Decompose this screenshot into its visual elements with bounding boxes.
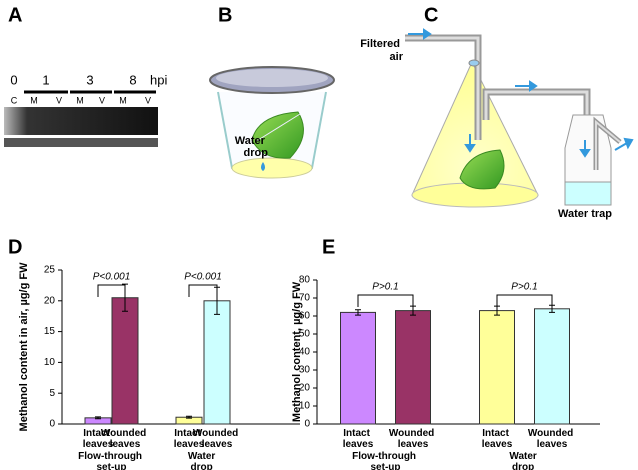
- x-tick-label: Intact leaves: [83, 428, 114, 450]
- panel-letter: D: [8, 236, 22, 258]
- lane-label: V: [145, 95, 151, 105]
- significance-bracket: [357, 294, 414, 307]
- trap-label: Water trap: [558, 208, 612, 220]
- significance-bracket: [97, 284, 126, 297]
- error-bar: [355, 309, 361, 316]
- timepoint-label: 1: [42, 72, 49, 87]
- significance-label: P<0.001: [93, 272, 131, 283]
- lane-label: M: [76, 95, 84, 105]
- panel-letter: C: [424, 4, 438, 26]
- y-tick-label: 10: [299, 401, 311, 412]
- group-label: Flow-through set-up: [78, 451, 145, 470]
- lane-label: C: [11, 95, 18, 105]
- y-tick-label: 30: [299, 365, 311, 376]
- time-unit: hpi: [150, 72, 167, 87]
- bar: [203, 300, 231, 425]
- dish: [209, 66, 335, 179]
- y-tick-label: 60: [299, 311, 311, 322]
- x-tick-label: Wounded leaves: [389, 428, 437, 450]
- error-bar: [95, 416, 101, 420]
- y-tick-label: 50: [299, 329, 311, 340]
- lane-label: M: [30, 95, 38, 105]
- y-tick-label: 40: [299, 347, 311, 358]
- bar: [340, 311, 376, 425]
- timepoint-label: 8: [129, 72, 136, 87]
- group-label: Flow-through set-up: [352, 451, 419, 470]
- y-tick-label: 15: [44, 326, 56, 337]
- group-label: Water drop set-up: [188, 451, 218, 470]
- bar: [111, 297, 139, 425]
- significance-label: P<0.001: [184, 272, 222, 283]
- timepoint-label: 3: [86, 72, 93, 87]
- significance-bracket: [188, 284, 218, 297]
- x-tick-label: Intact leaves: [343, 428, 374, 450]
- y-tick-label: 0: [304, 419, 310, 430]
- bar: [479, 310, 515, 425]
- x-tick-label: Wounded leaves: [528, 428, 576, 450]
- gel: [4, 90, 158, 147]
- significance-label: P>0.1: [511, 282, 537, 293]
- apparatus: [405, 28, 634, 208]
- significance-label: P>0.1: [372, 282, 398, 293]
- panel-letter: B: [218, 4, 232, 26]
- y-tick-label: 5: [49, 388, 55, 399]
- x-tick-label: Intact leaves: [174, 428, 205, 450]
- panel-letter: E: [322, 236, 335, 258]
- drop-label: Water drop: [235, 135, 268, 159]
- panel-letter: A: [8, 4, 22, 26]
- y-axis-label: Methanol content, µg/g FW: [291, 281, 303, 422]
- group-label: Water drop set-up: [509, 451, 539, 470]
- y-tick-label: 70: [299, 293, 311, 304]
- x-tick-label: Wounded leaves: [101, 428, 149, 450]
- error-bar: [186, 415, 192, 419]
- y-tick-label: 20: [299, 383, 311, 394]
- x-tick-label: Wounded leaves: [193, 428, 241, 450]
- lane-label: M: [119, 95, 127, 105]
- lane-label: V: [99, 95, 105, 105]
- lane-label: V: [56, 95, 62, 105]
- x-tick-label: Intact leaves: [482, 428, 513, 450]
- y-axis-label: Methanol content in air, µg/g FW: [18, 262, 30, 432]
- y-tick-label: 10: [44, 357, 56, 368]
- y-tick-label: 20: [44, 295, 56, 306]
- y-tick-label: 80: [299, 275, 311, 286]
- inlet-label: Filtered air: [360, 38, 404, 63]
- y-tick-label: 0: [49, 419, 55, 430]
- timepoint-label: 0: [10, 72, 17, 87]
- bar: [395, 310, 431, 425]
- y-tick-label: 25: [44, 265, 56, 276]
- significance-bracket: [496, 294, 553, 307]
- bar: [534, 308, 570, 425]
